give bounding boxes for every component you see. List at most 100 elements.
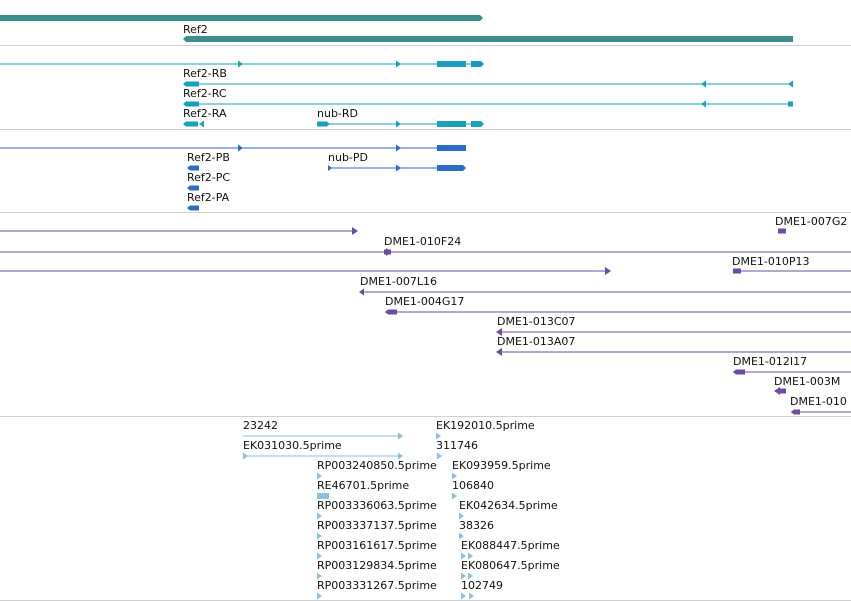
transcript-exon [701, 100, 706, 108]
feature-label-rp003336063: RP003336063.5prime [317, 499, 437, 512]
transcript-exon [437, 145, 466, 151]
est-end [317, 592, 322, 600]
est-end [461, 572, 466, 580]
transcript-exon [238, 60, 243, 68]
est-end [317, 532, 322, 540]
transcript-exon [701, 80, 706, 88]
transcript-track-nub-canvas [0, 60, 793, 128]
feature-label-dme1-003m: DME1-003M [774, 375, 841, 388]
clone-end [778, 388, 786, 394]
feature-label-dme1-010f24: DME1-010F24 [384, 235, 462, 248]
feature-label-dme1-013c07: DME1-013C07 [497, 315, 576, 328]
feature-label-dme1-010: DME1-010 [790, 395, 847, 408]
transcript-exon [328, 165, 332, 171]
est-end [317, 572, 322, 580]
est-end [317, 493, 329, 499]
transcript-exon [317, 121, 326, 127]
feature-label-102749: 102749 [461, 579, 503, 592]
clone-end [605, 267, 611, 275]
transcript-exon [187, 205, 199, 211]
est-end [468, 572, 473, 580]
transcript-exon [437, 61, 466, 67]
est-track-canvas [243, 432, 474, 600]
transcript-exon [187, 165, 199, 171]
est-end [469, 592, 474, 600]
gene-track-canvas [0, 15, 793, 42]
clone-end [733, 268, 741, 274]
est-end [398, 432, 403, 440]
est-end [243, 452, 248, 460]
clone-end [496, 328, 502, 336]
feature-label-dme1-010p13: DME1-010P13 [732, 255, 810, 268]
gene-glyph-upper [0, 15, 483, 21]
feature-label-nub-pd: nub-PD [328, 151, 368, 164]
transcript-track-ref-canvas [0, 144, 466, 211]
est-end [452, 472, 457, 480]
feature-label-38326: 38326 [459, 519, 494, 532]
feature-label-ek093959: EK093959.5prime [452, 459, 551, 472]
est-end [437, 452, 442, 460]
feature-label-dme1-007l16: DME1-007L16 [360, 275, 437, 288]
feature-label-rp003161617: RP003161617.5prime [317, 539, 437, 552]
transcript-exon [396, 60, 401, 68]
feature-label-ref2: Ref2 [183, 23, 208, 36]
transcript-exon [238, 144, 243, 152]
est-end [459, 532, 464, 540]
transcript-exon [187, 185, 199, 191]
transcript-exon [183, 101, 199, 107]
feature-label-dme1-013a07: DME1-013A07 [497, 335, 576, 348]
est-end [317, 512, 322, 520]
gene-glyph-ref2 [183, 36, 793, 42]
feature-label-ek080647: EK080647.5prime [461, 559, 560, 572]
feature-label-dme1-007g2: DME1-007G2 [775, 215, 848, 228]
clone-track: DME1-007G2 DME1-010F24 DME1-010P13 DME1-… [0, 213, 851, 417]
transcript-exon [788, 101, 793, 107]
transcript-exon [326, 121, 330, 127]
feature-label-rp003331267: RP003331267.5prime [317, 579, 437, 592]
transcript-exon [396, 144, 401, 152]
est-end [461, 592, 466, 600]
feature-label-ref2-rc: Ref2-RC [183, 87, 227, 100]
clone-track-canvas [0, 227, 851, 415]
feature-label-re46701: RE46701.5prime [317, 479, 410, 492]
est-end [398, 452, 403, 460]
est-end [452, 492, 457, 500]
est-end [461, 552, 466, 560]
gene-track: Ref2 [0, 0, 851, 46]
clone-end [791, 409, 800, 415]
transcript-exon [396, 164, 401, 172]
clone-end [359, 288, 364, 296]
feature-label-106840: 106840 [452, 479, 494, 492]
feature-label-311746: 311746 [436, 439, 478, 452]
feature-label-rp003129834: RP003129834.5prime [317, 559, 437, 572]
feature-label-ref2-pc: Ref2-PC [187, 171, 231, 184]
est-end [468, 552, 473, 560]
transcript-exon [183, 121, 198, 127]
est-track: 23242 EK192010.5prime EK031030.5prime 31… [0, 417, 851, 601]
clone-end [385, 309, 397, 315]
transcript-exon [471, 121, 484, 127]
est-end [459, 512, 464, 520]
clone-end [352, 227, 358, 235]
clone-end [384, 249, 391, 255]
feature-label-dme1-004g17: DME1-004G17 [385, 295, 465, 308]
transcript-track-ref: Ref2-PB nub-PD Ref2-PC Ref2-PA [0, 130, 851, 213]
est-end [317, 552, 322, 560]
transcript-exon [199, 120, 204, 128]
feature-label-rp003240850: RP003240850.5prime [317, 459, 437, 472]
feature-label-ek192010: EK192010.5prime [436, 419, 535, 432]
feature-label-nub-rd: nub-RD [317, 107, 359, 120]
transcript-exon [183, 81, 199, 87]
transcript-exon [437, 121, 466, 127]
feature-label-ref2-pb: Ref2-PB [187, 151, 230, 164]
transcript-track-nub: Ref2-RB Ref2-RC Ref2-RA nub-RD [0, 46, 851, 130]
feature-label-ref2-rb: Ref2-RB [183, 67, 227, 80]
feature-label-ek031030: EK031030.5prime [243, 439, 342, 452]
feature-label-23242: 23242 [243, 419, 278, 432]
feature-label-ref2-ra: Ref2-RA [183, 107, 227, 120]
clone-end [733, 369, 745, 375]
transcript-exon [788, 80, 793, 88]
clone-end [778, 228, 786, 234]
feature-label-ek088447: EK088447.5prime [461, 539, 560, 552]
